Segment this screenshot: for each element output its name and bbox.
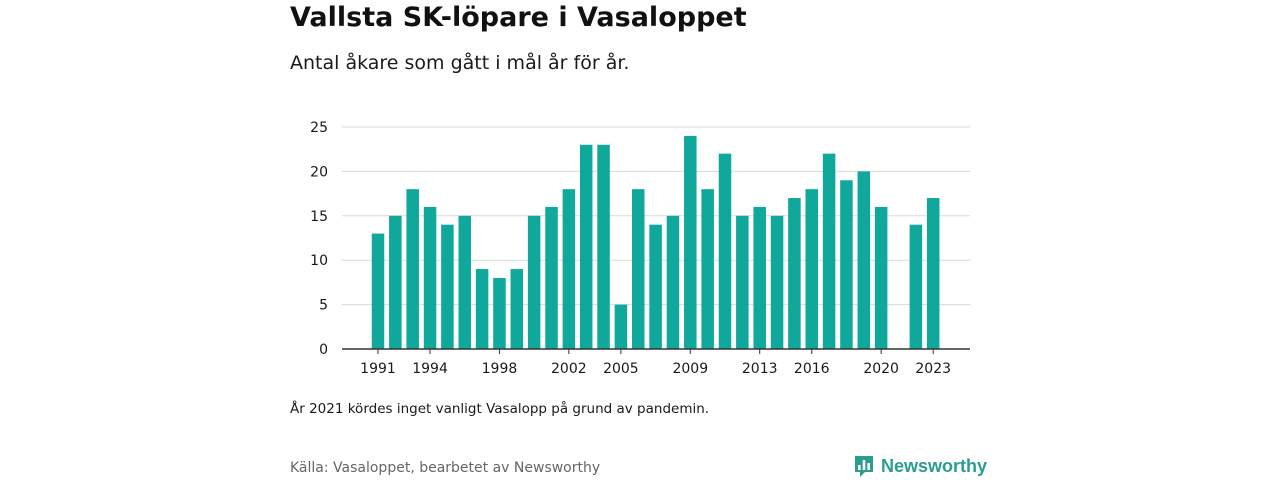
chart-note: År 2021 kördes inget vanligt Vasalopp på… (290, 401, 710, 417)
bar (527, 215, 541, 349)
y-tick-label: 20 (310, 164, 328, 180)
bar (840, 180, 853, 349)
bar (753, 206, 766, 349)
bar (510, 269, 524, 349)
bar (909, 224, 923, 349)
bar (736, 215, 749, 349)
x-tick-label: 1994 (412, 361, 448, 377)
x-tick-label: 1998 (482, 361, 518, 377)
y-tick-label: 5 (319, 298, 328, 314)
bar (475, 269, 489, 349)
bar (597, 144, 610, 349)
bar (458, 215, 471, 349)
bar (406, 189, 419, 349)
bar (579, 144, 593, 349)
chart-subtitle: Antal åkare som gått i mål år för år. (290, 52, 630, 74)
bar (788, 198, 801, 349)
bar (562, 189, 576, 349)
bar (389, 215, 402, 349)
y-tick-label: 25 (310, 120, 328, 136)
bar-chart: 0 5 10 15 20 25 1991 1994 1998 2002 2005 2009 2013 20… (310, 120, 970, 377)
bar (666, 215, 680, 349)
bar (614, 304, 628, 349)
x-tick-label: 2020 (863, 361, 899, 377)
bar (684, 135, 697, 349)
x-tick-label: 2016 (794, 361, 830, 377)
x-tick-label: 2013 (742, 361, 778, 377)
bar (805, 189, 818, 349)
bar (874, 206, 888, 349)
bar (649, 224, 662, 349)
bar (770, 215, 784, 349)
newsworthy-logo[interactable]: Newsworthy (853, 452, 987, 480)
logo-text: Newsworthy (881, 455, 988, 476)
y-tick-label: 15 (310, 209, 328, 225)
bar (822, 153, 836, 349)
x-tick-label: 2005 (603, 361, 639, 377)
bar (718, 153, 732, 349)
bar (701, 189, 714, 349)
x-tick-label: 2023 (915, 361, 951, 377)
y-tick-label: 0 (319, 342, 328, 358)
bar (423, 206, 437, 349)
bar (632, 189, 645, 349)
bar (441, 224, 454, 349)
source-text: Källa: Vasaloppet, bearbetet av Newswort… (290, 460, 601, 476)
y-tick-label: 10 (310, 253, 328, 269)
bar (545, 206, 558, 349)
chart-title: Vallsta SK-löpare i Vasaloppet (290, 2, 747, 33)
x-tick-label: 2009 (672, 361, 708, 377)
bar (493, 277, 506, 349)
bar (371, 233, 385, 349)
x-tick-label: 2002 (551, 361, 587, 377)
newsworthy-logo-icon (855, 456, 873, 477)
x-tick-label: 1991 (360, 361, 396, 377)
bar (926, 198, 940, 349)
bar (857, 171, 871, 349)
